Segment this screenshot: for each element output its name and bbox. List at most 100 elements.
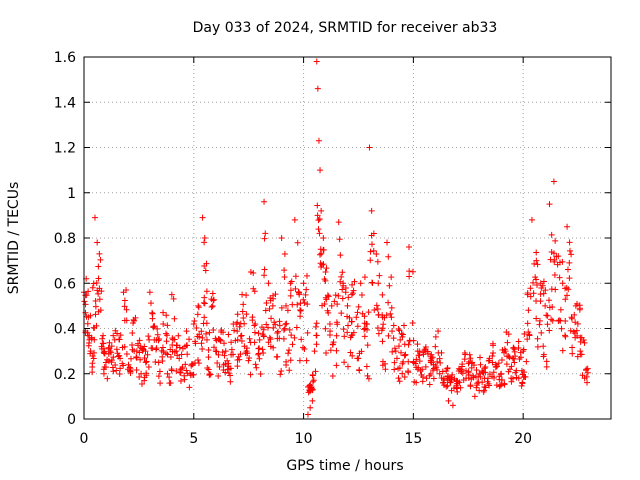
data-point — [168, 366, 175, 373]
data-point — [297, 313, 304, 320]
data-point — [106, 339, 113, 346]
data-point — [368, 207, 375, 214]
data-point — [143, 372, 150, 379]
data-point — [543, 358, 550, 365]
data-point — [284, 307, 291, 314]
data-point — [234, 336, 241, 343]
data-point — [288, 332, 295, 339]
data-point — [367, 257, 374, 264]
data-point — [524, 320, 531, 327]
data-point — [261, 198, 268, 205]
data-point — [198, 328, 205, 335]
data-point — [331, 298, 338, 305]
data-point — [375, 280, 382, 287]
data-point — [501, 381, 508, 388]
data-point — [518, 382, 525, 389]
data-point — [385, 253, 392, 260]
data-point — [363, 363, 370, 370]
data-point — [473, 366, 480, 373]
data-point — [133, 348, 140, 355]
data-point — [443, 367, 450, 374]
data-point — [485, 375, 492, 382]
data-point — [171, 348, 178, 355]
data-point — [151, 323, 158, 330]
data-point — [390, 322, 397, 329]
data-point — [340, 326, 347, 333]
data-point — [296, 357, 303, 364]
data-point — [283, 302, 290, 309]
data-point — [321, 276, 328, 283]
data-point — [299, 344, 306, 351]
data-point — [423, 375, 430, 382]
data-point — [569, 344, 576, 351]
data-point — [574, 332, 581, 339]
data-point — [579, 372, 586, 379]
data-point — [96, 250, 103, 257]
data-point — [315, 137, 322, 144]
data-point — [389, 328, 396, 335]
data-point — [181, 372, 188, 379]
data-point — [286, 347, 293, 354]
data-point — [227, 378, 234, 385]
data-point — [287, 357, 294, 364]
data-point — [270, 324, 277, 331]
data-point — [89, 369, 96, 376]
data-point — [546, 201, 553, 208]
data-point — [89, 360, 96, 367]
data-point — [193, 325, 200, 332]
data-point — [100, 332, 107, 339]
data-point — [542, 287, 549, 294]
data-point — [234, 328, 241, 335]
data-point — [309, 372, 316, 379]
data-point — [160, 309, 167, 316]
data-point — [186, 384, 193, 391]
data-point — [540, 343, 547, 350]
data-point — [566, 239, 573, 246]
data-point — [153, 336, 160, 343]
data-point — [289, 341, 296, 348]
data-point — [117, 355, 124, 362]
data-point — [90, 280, 97, 287]
data-point — [552, 237, 559, 244]
data-point — [473, 384, 480, 391]
data-point — [533, 249, 540, 256]
data-point — [428, 351, 435, 358]
data-point — [515, 338, 522, 345]
data-point — [297, 307, 304, 314]
data-point — [440, 379, 447, 386]
data-point — [269, 302, 276, 309]
data-point — [294, 239, 301, 246]
data-point — [353, 314, 360, 321]
data-point — [177, 377, 184, 384]
data-point — [482, 369, 489, 376]
data-point — [367, 248, 374, 255]
data-point — [313, 320, 320, 327]
data-point — [385, 299, 392, 306]
x-tick-label: 15 — [404, 431, 422, 447]
data-point — [318, 250, 325, 257]
data-point — [467, 383, 474, 390]
data-point — [237, 333, 244, 340]
data-point — [350, 287, 357, 294]
y-tick-label: 1 — [67, 186, 76, 202]
x-tick-label: 0 — [80, 431, 89, 447]
data-point — [337, 278, 344, 285]
data-point — [468, 364, 475, 371]
data-point — [110, 332, 117, 339]
data-point — [141, 355, 148, 362]
data-point — [395, 375, 402, 382]
data-point — [319, 261, 326, 268]
data-point — [92, 303, 99, 310]
data-point — [466, 351, 473, 358]
data-point — [379, 338, 386, 345]
data-point — [502, 348, 509, 355]
data-point — [104, 375, 111, 382]
data-point — [194, 311, 201, 318]
data-point — [221, 340, 228, 347]
data-point — [143, 358, 150, 365]
data-point — [274, 353, 281, 360]
data-point — [99, 335, 106, 342]
data-point — [512, 353, 519, 360]
data-point — [335, 219, 342, 226]
data-point — [173, 348, 180, 355]
